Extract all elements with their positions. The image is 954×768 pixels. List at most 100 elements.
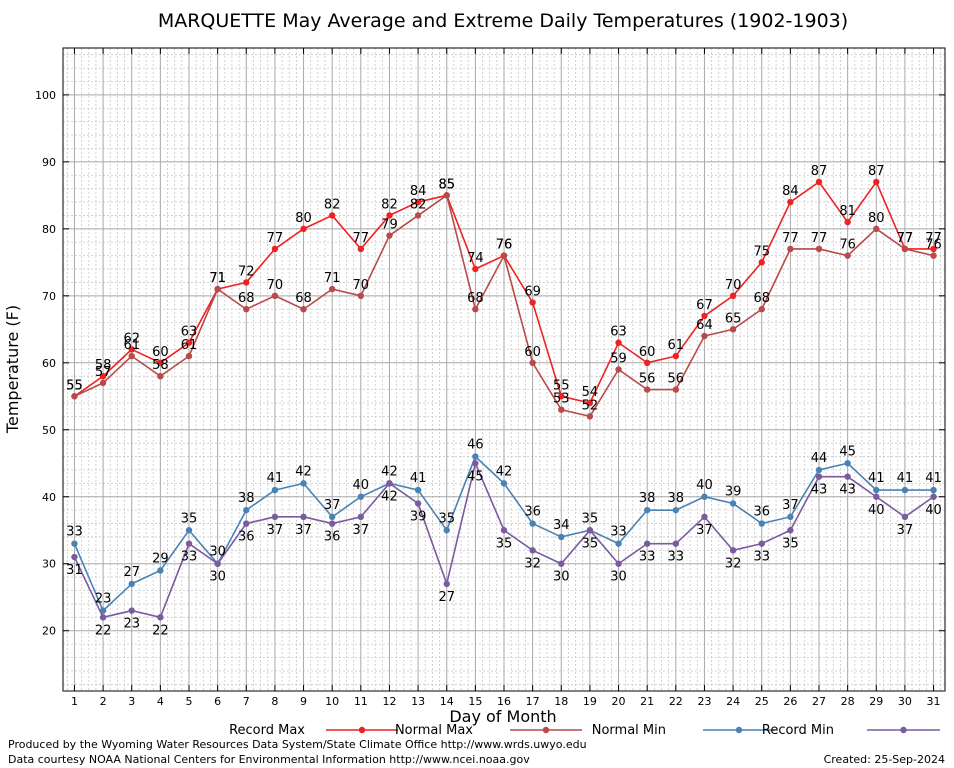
record-min-label: 37 [267,523,284,538]
record-max-label: 87 [811,164,828,179]
normal-max-point [758,306,765,313]
record-min-point [357,513,365,521]
normal-min-point [615,540,622,547]
normal-min-point [758,520,765,527]
legend-marker-record-max [358,726,366,734]
normal-min-label: 39 [725,484,742,499]
normal-min-label: 42 [381,464,398,479]
record-max-point [643,359,651,367]
record-min-point [844,473,851,480]
normal-min-label: 41 [925,471,942,486]
normal-min-point [472,453,479,460]
normal-max-point [99,379,107,387]
record-min-point [386,480,393,487]
x-tick-label: 14 [440,695,454,708]
record-max-label: 77 [267,231,284,246]
record-max-point [357,245,365,253]
record-min-label: 22 [95,623,112,638]
record-min-label: 30 [209,570,226,585]
normal-max-label: 68 [295,291,312,306]
record-max-point [328,212,336,219]
y-tick-label: 50 [42,424,56,437]
normal-min-label: 33 [66,525,83,540]
series-lines [71,178,937,621]
record-max-label: 54 [582,385,599,400]
normal-min-label: 23 [95,592,112,607]
normal-max-point [643,386,651,393]
normal-min-label: 27 [123,565,140,580]
normal-max-point [729,326,737,333]
normal-max-point [844,252,851,259]
record-min-label: 31 [66,563,83,578]
x-tick-label: 18 [554,695,568,708]
record-min-point [128,607,135,614]
normal-min-label: 41 [897,471,914,486]
normal-max-label: 79 [381,218,398,233]
record-min-point [185,540,193,547]
record-min-point [414,500,422,507]
record-max-point [701,312,708,320]
normal-min-label: 34 [553,518,570,533]
y-axis-label: Temperature (F) [3,305,22,434]
normal-max-point [71,393,78,400]
record-max-label: 87 [868,164,885,179]
record-min-label: 30 [610,570,627,585]
record-max-label: 81 [839,204,856,219]
normal-max-label: 71 [209,271,226,286]
normal-max-label: 76 [839,238,856,253]
normal-max-point [271,292,279,300]
normal-max-point [414,212,422,219]
normal-min-point [672,506,680,514]
normal-max-point [328,285,336,293]
record-min-point [586,527,594,534]
normal-min-label: 40 [696,478,713,493]
legend-label-record-max: Record Max [229,723,305,738]
record-min-point [901,513,909,521]
normal-max-label: 71 [324,271,341,286]
normal-max-label: 77 [782,231,799,246]
normal-max-point [615,366,622,373]
normal-min-label: 33 [610,525,627,540]
record-min-point [701,513,708,521]
x-tick-label: 11 [354,695,368,708]
x-tick-label: 23 [697,695,711,708]
record-min-label: 40 [868,503,885,518]
normal-min-point [157,567,164,574]
record-max-label: 67 [696,298,713,313]
normal-min-point [185,527,193,534]
x-tick-label: 15 [468,695,482,708]
record-max-label: 71 [209,271,226,286]
record-max-point [615,339,622,346]
x-tick-label: 29 [869,695,883,708]
normal-max-label: 64 [696,318,713,333]
record-max-label: 84 [410,184,427,199]
x-tick-label: 7 [243,695,250,708]
record-max-label: 55 [66,378,83,393]
normal-max-label: 65 [725,311,742,326]
record-min-point [672,540,680,547]
x-tick-label: 10 [325,695,339,708]
record-min-label: 27 [438,590,455,605]
normal-min-label: 38 [668,491,685,506]
normal-min-label: 41 [868,471,885,486]
normal-min-point [729,500,737,507]
x-tick-label: 13 [411,695,425,708]
record-max-label: 77 [925,231,942,246]
record-min-point [787,527,794,534]
record-min-point [214,560,221,567]
normal-max-point [815,245,823,253]
normal-min-point [243,506,250,514]
normal-max-label: 68 [238,291,255,306]
y-tick-label: 40 [42,491,56,504]
normal-max-point [214,285,221,293]
normal-min-point [901,486,909,494]
record-max-label: 77 [353,231,370,246]
footer-created-date: Created: 25-Sep-2024 [824,753,945,766]
record-max-point [787,198,794,206]
y-tick-label: 100 [35,89,56,102]
record-min-label: 37 [295,523,312,538]
record-max-label: 82 [324,197,341,212]
x-tick-label: 21 [640,695,654,708]
x-tick-label: 28 [841,695,855,708]
